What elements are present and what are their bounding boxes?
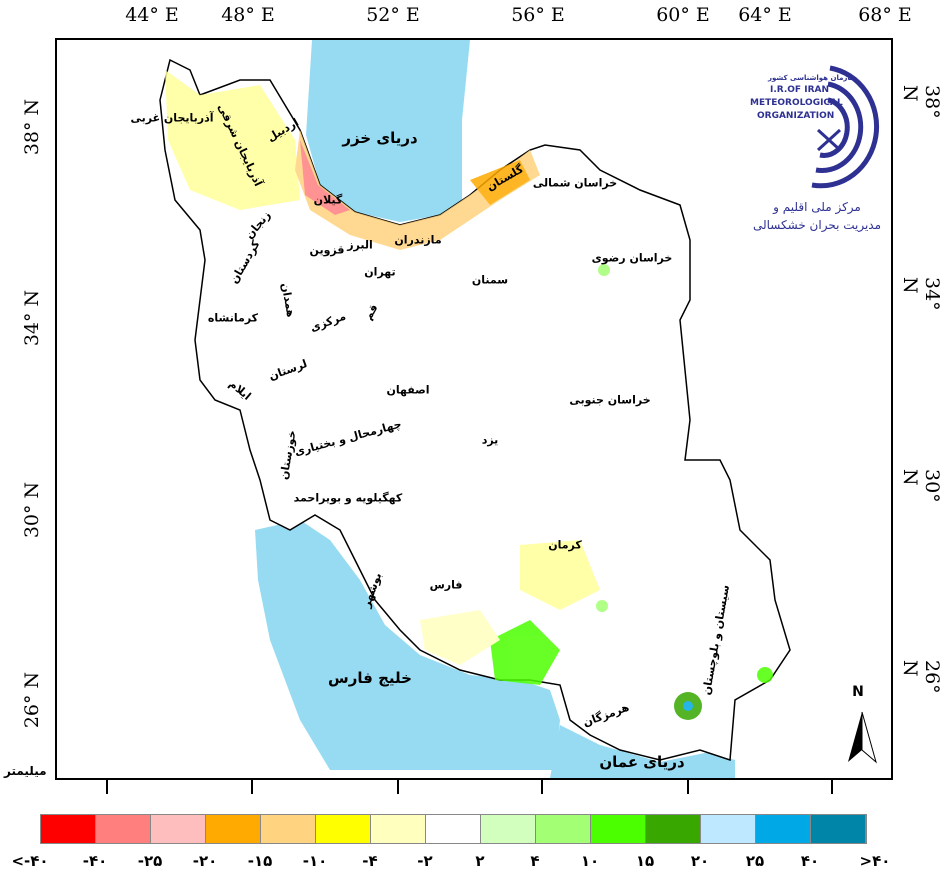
- legend-label: ۱۰: [580, 852, 600, 870]
- map-frame: [55, 38, 893, 780]
- province-label: مازندران: [394, 233, 442, 247]
- persian-gulf: [255, 520, 560, 770]
- province-label: کهگیلویه و بویراحمد: [293, 491, 403, 505]
- legend-label: >۴۰: [859, 852, 891, 870]
- legend-label: ۴: [530, 852, 540, 870]
- legend-label: ۲۵: [745, 852, 765, 870]
- lon-label: 44° E: [125, 4, 179, 26]
- sea-label: دریای عمان: [599, 753, 685, 771]
- province-label: فارس: [429, 578, 463, 592]
- legend-label: ۱۵: [635, 852, 655, 870]
- legend-color-bar: [40, 814, 867, 844]
- legend-swatch: [481, 815, 536, 843]
- gulf-of-oman: [550, 725, 735, 778]
- sea-label: دریای خزر: [342, 129, 418, 147]
- center-name-line1: مرکز ملی اقلیم و: [773, 200, 861, 214]
- center-name: مرکز ملی اقلیم و مدیریت بحران خشکسالی: [752, 198, 882, 234]
- legend-swatch: [426, 815, 481, 843]
- logo-line3: ORGANIZATION: [757, 111, 835, 121]
- lon-label: 68° E: [858, 4, 912, 26]
- legend-swatch: [371, 815, 426, 843]
- legend-label: -۴: [362, 852, 378, 870]
- province-label: خراسان جنوبی: [569, 393, 651, 407]
- north-label: N: [852, 684, 864, 700]
- legend-label: -۲۵: [137, 852, 163, 870]
- legend-label: -۱۰: [302, 852, 328, 870]
- iran-outline: [159, 58, 791, 762]
- province-label: اصفهان: [386, 383, 430, 397]
- caspian-sea: [306, 40, 470, 222]
- legend-label: ۴۰: [800, 852, 820, 870]
- legend-swatch: [261, 815, 316, 843]
- province-label: گیلان: [313, 193, 343, 207]
- legend-swatch: [756, 815, 811, 843]
- province-label: البرز: [347, 238, 373, 252]
- lon-label: 56° E: [511, 4, 565, 26]
- lon-label: 60° E: [656, 4, 710, 26]
- legend-label: ۲: [475, 852, 485, 870]
- province-label: آذربایجان غربی: [130, 111, 214, 125]
- sea-label: خلیج فارس: [328, 669, 412, 687]
- legend-swatch: [96, 815, 151, 843]
- legend-swatch: [316, 815, 371, 843]
- legend-swatch: [151, 815, 206, 843]
- legend-swatch: [646, 815, 701, 843]
- legend-label: <-۴۰: [11, 852, 49, 870]
- lon-label: 48° E: [221, 4, 275, 26]
- unit-label: میلیمتر: [4, 764, 47, 778]
- north-arrow: [848, 711, 877, 764]
- logo-org-fa: سازمان هواشناسی کشور: [768, 74, 857, 82]
- province-label: خراسان رضوی: [591, 251, 673, 265]
- legend-swatch: [536, 815, 591, 843]
- legend-label: -۲۰: [192, 852, 218, 870]
- legend-label: -۱۵: [247, 852, 273, 870]
- lon-label: 52° E: [366, 4, 420, 26]
- province-label: سمنان: [471, 273, 509, 287]
- logo-line1: I.R.OF IRAN: [770, 85, 829, 95]
- anomaly-patches: [165, 70, 773, 720]
- legend-swatch: [591, 815, 646, 843]
- legend-swatch: [41, 815, 96, 843]
- logo-line2: METEOROLOGICAL: [750, 98, 843, 108]
- lon-label: 64° E: [738, 4, 792, 26]
- province-label: تهران: [364, 265, 396, 279]
- province-label: قزوین: [309, 243, 345, 257]
- center-name-line2: مدیریت بحران خشکسالی: [752, 218, 882, 232]
- legend-swatch: [811, 815, 866, 843]
- province-label: کرمانشاه: [207, 311, 259, 325]
- province-label: خراسان شمالی: [532, 176, 618, 190]
- legend-label: -۲: [417, 852, 433, 870]
- legend-swatch: [701, 815, 756, 843]
- province-label: یزد: [481, 433, 499, 447]
- legend-swatch: [206, 815, 261, 843]
- legend-label: ۲۰: [690, 852, 710, 870]
- province-label: کرمان: [548, 538, 582, 552]
- legend-label: -۴۰: [82, 852, 108, 870]
- logo-emblem: [811, 65, 880, 189]
